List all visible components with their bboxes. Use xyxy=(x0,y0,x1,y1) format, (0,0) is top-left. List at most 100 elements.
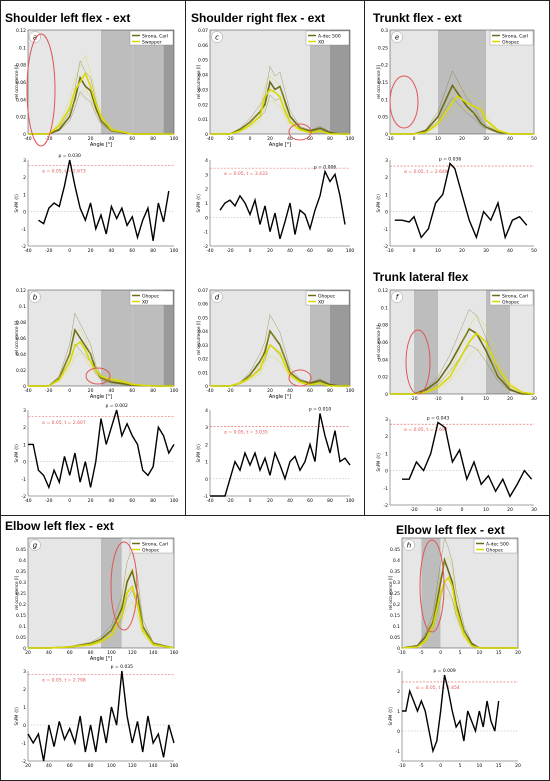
legend-box xyxy=(305,290,350,306)
x-tick-label: 100 xyxy=(170,388,179,394)
spm-x-tick-label: 80 xyxy=(327,248,333,254)
x-tick-label: 20 xyxy=(25,650,31,656)
spm-y-tick-label: -2 xyxy=(22,244,27,250)
background-band xyxy=(440,538,460,648)
spm-x-tick-label: 0 xyxy=(68,498,71,504)
spm-y-tick-label: 0 xyxy=(397,729,400,735)
y-tick-label: 0.08 xyxy=(16,63,26,69)
panel-letter: d xyxy=(215,294,220,302)
spm-x-tick-label: 60 xyxy=(129,248,135,254)
spm-threshold-label: α = 0.05, t = 2.673 xyxy=(42,169,86,175)
spm-x-tick-label: 0 xyxy=(439,763,442,769)
x-axis-label: Angle [°] xyxy=(269,394,291,400)
spm-y-axis-label: SnPM {t} xyxy=(376,193,381,212)
y-tick-label: 0.04 xyxy=(378,357,388,363)
highlight-ellipse xyxy=(405,329,431,395)
panel-letter-badge xyxy=(29,291,41,303)
y-axis-label: rel occurrence [l] xyxy=(388,576,393,611)
spm-y-tick-label: 3 xyxy=(385,417,388,423)
spm-y-tick-label: -1 xyxy=(396,749,401,755)
x-tick-label: 50 xyxy=(531,136,537,142)
spm-t-curve xyxy=(38,159,170,241)
spm-x-tick-label: 140 xyxy=(149,763,158,769)
spm-y-tick-label: -1 xyxy=(22,741,27,747)
chart-panel-a: 00.020.040.060.080.10.12-40 -20 0 20 40 60 80 1… xyxy=(14,28,178,254)
chart-panel-d: 00.010.020.030.040.050.060.07-40 -20 0 20 40… xyxy=(196,288,354,504)
x-tick-label: 80 xyxy=(327,388,333,394)
spm-x-tick-label: 100 xyxy=(170,248,179,254)
spm-y-tick-label: 1 xyxy=(23,705,26,711)
y-tick-label: 0.01 xyxy=(198,370,208,376)
spm-t-curve xyxy=(28,409,175,490)
x-tick-label: 20 xyxy=(515,650,521,656)
background-band xyxy=(414,30,438,134)
y-tick-label: 0.3 xyxy=(19,580,26,586)
spm-y-tick-label: 1 xyxy=(205,201,208,207)
series-line xyxy=(28,340,174,387)
y-tick-label: 0.1 xyxy=(19,624,26,630)
legend-label: Sirona, Carl xyxy=(142,542,168,548)
x-tick-label: 20 xyxy=(267,388,273,394)
spm-y-tick-label: 2 xyxy=(397,689,400,695)
x-tick-label: -10 xyxy=(398,650,405,656)
chart-panel-b: 00.020.040.060.080.10.12-40 -20 0 20 40 60 80 1… xyxy=(14,288,178,504)
x-tick-label: 60 xyxy=(67,650,73,656)
chart-panel-e: 00.050.10.150.20.250.3-10 0 10 20 30 40 50rel … xyxy=(376,28,537,254)
legend-label: Ghopec xyxy=(142,294,160,300)
y-tick-label: 0.1 xyxy=(393,624,400,630)
y-tick-label: 0.02 xyxy=(198,357,208,363)
spm-x-tick-label: 30 xyxy=(531,507,537,513)
y-tick-label: 0.02 xyxy=(378,375,388,381)
y-tick-label: 0.25 xyxy=(378,45,388,51)
spm-y-tick-label: 3 xyxy=(23,408,26,414)
x-axis-label: Angle [°] xyxy=(90,394,112,400)
spm-y-tick-label: 2 xyxy=(205,187,208,193)
highlight-ellipse xyxy=(110,541,138,631)
panel-letter: h xyxy=(407,542,411,550)
spm-y-tick-label: 2 xyxy=(385,175,388,181)
title-elbow-right: Elbow left flex - ext xyxy=(396,523,505,537)
plot-area-border xyxy=(389,289,535,395)
y-tick-label: 0.1 xyxy=(381,97,388,103)
background-band xyxy=(479,538,518,648)
spm-x-tick-label: -20 xyxy=(45,248,52,254)
spm-x-tick-label: -40 xyxy=(206,248,213,254)
x-tick-label: 140 xyxy=(149,650,158,656)
spm-y-tick-label: 1 xyxy=(385,192,388,198)
spm-y-axis-label: SnPM {t} xyxy=(14,706,19,725)
spm-y-tick-label: 0 xyxy=(23,723,26,729)
legend-label: Sirona, Carl xyxy=(502,34,528,40)
background-band xyxy=(310,30,330,134)
y-tick-label: 0.35 xyxy=(390,569,400,575)
spm-t-curve xyxy=(394,161,528,240)
spm-x-tick-label: 40 xyxy=(109,498,115,504)
series-line xyxy=(28,584,175,649)
background-band xyxy=(210,290,230,386)
x-tick-label: 20 xyxy=(88,136,94,142)
spm-y-tick-label: 1 xyxy=(23,192,26,198)
background-band xyxy=(310,290,330,386)
x-tick-label: 100 xyxy=(107,650,116,656)
spm-t-curve xyxy=(210,413,351,497)
y-axis-label: rel occurrence [l] xyxy=(14,65,19,100)
spm-y-tick-label: 3 xyxy=(205,172,208,178)
chart-panel-c: 00.010.020.030.040.050.060.07-40 -20 0 20 40… xyxy=(196,28,354,254)
spm-y-axis-label: SnPM {t} xyxy=(14,443,19,462)
x-axis-label: Angle [°] xyxy=(90,142,112,148)
spm-y-tick-label: 0 xyxy=(385,469,388,475)
spm-x-tick-label: 20 xyxy=(267,498,273,504)
spm-x-tick-label: -20 xyxy=(226,498,233,504)
spm-x-tick-label: -40 xyxy=(24,248,31,254)
plot-area-border xyxy=(27,289,175,387)
legend-box xyxy=(305,30,350,46)
spm-x-tick-label: 100 xyxy=(170,498,179,504)
spm-x-tick-label: 40 xyxy=(507,248,513,254)
background-band xyxy=(460,538,480,648)
x-tick-label: 60 xyxy=(307,388,313,394)
x-tick-label: 30 xyxy=(483,136,489,142)
spm-t-curve xyxy=(402,421,533,498)
spm-y-axis-label: SnPM {t} xyxy=(196,443,201,462)
background-band xyxy=(230,30,270,134)
highlight-ellipse xyxy=(288,369,312,387)
legend-label: Swopper xyxy=(142,40,162,46)
